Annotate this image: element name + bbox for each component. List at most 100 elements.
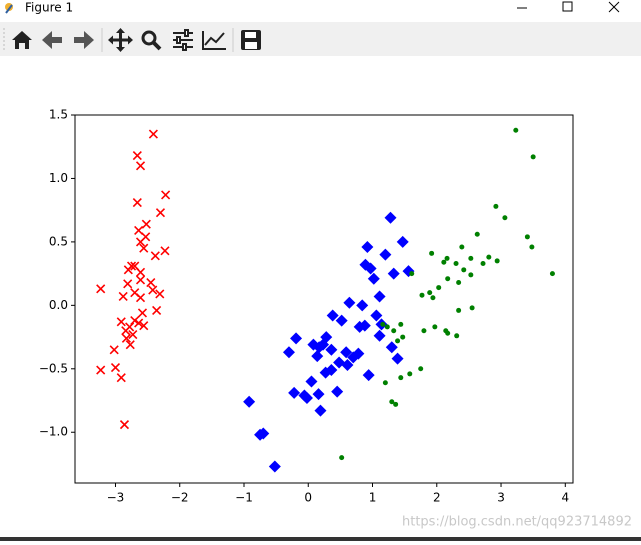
toolbar — [0, 22, 641, 56]
marker-stroke — [141, 219, 151, 229]
point-diamond — [300, 391, 313, 404]
home-button[interactable] — [12, 31, 32, 49]
marker-stroke — [139, 321, 149, 331]
point-dot — [430, 295, 436, 301]
marker-stroke — [135, 293, 146, 303]
point-x — [135, 293, 146, 303]
y-tick-label: −0.5 — [39, 361, 68, 375]
point-dot — [389, 399, 395, 405]
point-dot — [469, 305, 475, 311]
maximize-button[interactable] — [562, 1, 573, 12]
point-x — [148, 285, 158, 295]
point-diamond — [353, 320, 366, 333]
y-tick-label: 1.0 — [49, 171, 68, 185]
marker-stroke — [155, 289, 165, 299]
marker-stroke — [110, 362, 121, 373]
point-diamond — [387, 267, 400, 280]
point-dot — [530, 154, 536, 160]
marker-stroke — [109, 345, 119, 355]
point-dot — [445, 276, 451, 282]
point-dot — [409, 271, 415, 277]
point-x — [148, 129, 158, 139]
point-diamond — [384, 211, 397, 224]
bottom-border — [0, 537, 641, 541]
point-diamond — [313, 341, 326, 354]
marker-stroke — [116, 317, 126, 327]
edit-axis-button[interactable] — [202, 31, 226, 50]
point-diamond — [343, 296, 356, 309]
point-diamond — [268, 460, 281, 473]
point-dot — [398, 375, 404, 381]
marker-stroke — [125, 340, 135, 350]
point-diamond — [314, 404, 327, 417]
marker-stroke — [135, 237, 146, 247]
point-diamond — [325, 364, 338, 377]
point-diamond — [391, 352, 404, 365]
point-dot — [480, 260, 486, 266]
point-x — [123, 279, 133, 289]
marker-stroke — [155, 208, 166, 218]
back-button[interactable] — [42, 31, 62, 49]
pan-button[interactable] — [108, 28, 133, 52]
point-diamond — [396, 235, 409, 248]
point-dot — [549, 271, 555, 277]
save-button[interactable] — [241, 30, 261, 50]
marker-stroke — [96, 365, 106, 375]
point-diamond — [364, 262, 377, 275]
point-diamond — [305, 375, 318, 388]
configure-button[interactable] — [173, 29, 193, 51]
y-tick-label: −1.0 — [39, 425, 68, 439]
point-dot — [502, 215, 508, 221]
point-x — [116, 317, 126, 327]
point-diamond — [335, 314, 348, 327]
marker-stroke — [132, 197, 142, 208]
marker-stroke — [116, 373, 126, 383]
point-dot — [419, 292, 425, 298]
title-bar — [0, 0, 641, 22]
point-dot — [453, 260, 459, 266]
close-button[interactable] — [608, 1, 620, 13]
point-x — [135, 275, 146, 285]
forward-button[interactable] — [74, 31, 94, 49]
point-dot — [436, 285, 442, 291]
point-dot — [454, 333, 460, 339]
point-x — [121, 326, 131, 336]
point-x — [155, 208, 166, 218]
point-x — [116, 373, 126, 383]
marker-stroke — [123, 265, 133, 275]
marker-stroke — [134, 318, 144, 328]
point-diamond — [311, 350, 324, 363]
point-dot — [493, 203, 499, 209]
marker-stroke — [137, 308, 148, 318]
point-dot — [395, 338, 401, 344]
y-tick-label: 0.5 — [49, 234, 68, 248]
x-tick-label: 4 — [561, 491, 569, 505]
point-diamond — [379, 248, 392, 261]
marker-stroke — [146, 277, 156, 288]
marker-stroke — [121, 333, 131, 343]
point-diamond — [288, 386, 301, 399]
marker-stroke — [148, 285, 158, 295]
point-dot — [445, 330, 451, 336]
window-title: Figure 1 — [25, 1, 73, 15]
x-tick-label: −1 — [235, 491, 253, 505]
x-tick-label: 1 — [369, 491, 377, 505]
x-tick-label: −2 — [171, 491, 189, 505]
point-x — [155, 289, 165, 299]
point-diamond — [347, 351, 360, 364]
point-diamond — [370, 309, 383, 322]
point-dot — [444, 255, 450, 261]
point-dot — [398, 321, 404, 327]
zoom-button[interactable] — [141, 30, 162, 51]
point-x — [139, 321, 149, 331]
point-diamond — [326, 309, 339, 322]
point-x — [109, 345, 119, 355]
marker-stroke — [123, 279, 133, 289]
point-x — [121, 333, 131, 343]
point-x — [161, 190, 171, 200]
point-x — [128, 329, 138, 340]
point-diamond — [325, 343, 338, 356]
point-dot — [407, 371, 413, 377]
point-x — [125, 340, 135, 350]
point-x — [110, 362, 121, 373]
